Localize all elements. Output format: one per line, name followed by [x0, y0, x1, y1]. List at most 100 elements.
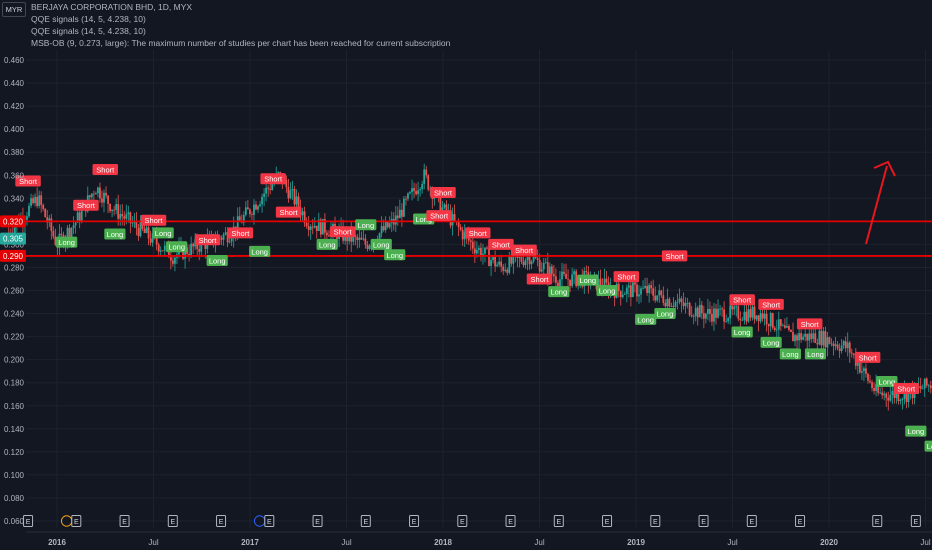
candle-body — [94, 193, 97, 195]
signal-text: Short — [434, 189, 453, 198]
candle-body — [834, 344, 837, 347]
candle-body — [779, 319, 782, 326]
indicator-qqe-2[interactable]: QQE signals (14, 5, 4.238, 10) — [31, 26, 146, 36]
signal-text: Short — [762, 300, 781, 309]
candle-body — [127, 212, 130, 215]
candle-body — [451, 214, 454, 226]
signal-text: Long — [415, 215, 432, 224]
x-tick-label: 2020 — [820, 538, 838, 547]
candle-body — [293, 189, 296, 205]
long-signal-label: Long — [548, 286, 570, 298]
short-signal-label: Short — [893, 382, 919, 394]
y-tick-label: 0.380 — [4, 148, 25, 157]
candle-body — [419, 189, 422, 191]
candle-body — [883, 393, 886, 396]
candle-body — [423, 169, 426, 185]
long-signal-label: Long — [635, 313, 657, 325]
signal-text: Long — [657, 310, 674, 319]
candle-body — [783, 325, 786, 328]
signal-box — [731, 326, 753, 338]
candle-body — [13, 227, 16, 236]
candle-body — [190, 243, 193, 256]
candle-body — [380, 226, 383, 234]
candle-body — [480, 247, 482, 257]
short-signal-label: Short — [329, 226, 356, 238]
candle-body — [115, 204, 118, 210]
earnings-marker: E — [650, 515, 661, 527]
badge-text: 0.290 — [3, 252, 24, 261]
candle-body — [540, 269, 543, 272]
candle-body — [534, 256, 537, 259]
candle-body — [323, 219, 326, 233]
time-axis[interactable]: 2016Jul2017Jul2018Jul2019Jul2020Jul2021J… — [26, 531, 932, 547]
candle-body — [826, 337, 829, 348]
marker-text: E — [267, 519, 272, 526]
earnings-marker: E — [457, 515, 468, 527]
candle-body — [717, 308, 719, 318]
candle-body — [919, 386, 922, 389]
candle-body — [844, 341, 847, 349]
candle-body — [305, 222, 308, 227]
marker-text: E — [653, 519, 658, 526]
candle-body — [666, 298, 669, 307]
candle-body — [927, 385, 930, 387]
signal-text: Short — [733, 296, 752, 305]
candle-body — [632, 282, 634, 298]
marker-text: E — [605, 519, 610, 526]
signal-text: Short — [145, 216, 164, 225]
candle-body — [672, 305, 675, 307]
signal-box — [104, 228, 126, 240]
candle-body — [625, 287, 628, 294]
signal-box — [654, 308, 676, 320]
marker-box — [216, 515, 227, 527]
marker-box — [409, 515, 420, 527]
candle-body — [38, 195, 41, 206]
dividend-marker — [253, 515, 266, 527]
indicator-qqe-1[interactable]: QQE signals (14, 5, 4.238, 10) — [31, 14, 146, 24]
candle-body — [119, 214, 122, 219]
signal-box — [511, 244, 537, 256]
price-axis[interactable]: 0.460 0.440 0.420 0.400 0.380 0.360 0.340 0.320… — [4, 56, 25, 526]
signal-text: Long — [908, 427, 925, 436]
candle-body — [366, 244, 369, 249]
marker-box — [602, 515, 613, 527]
indicator-msb-ob[interactable]: MSB-OB (9, 0.273, large): The maximum nu… — [31, 38, 451, 48]
short-signal-label: Short — [426, 210, 452, 222]
candle-body — [830, 343, 833, 345]
candle-body — [40, 195, 43, 205]
candle-body — [769, 313, 772, 327]
candle-body — [757, 315, 760, 322]
candle-body — [814, 333, 817, 344]
price-badge: 0.305 — [0, 232, 26, 245]
short-signal-label: Short — [260, 173, 286, 185]
marker-box — [795, 515, 806, 527]
resistance-lines — [26, 220, 932, 257]
x-tick-label: 2019 — [627, 538, 645, 547]
candle-body — [486, 247, 488, 249]
marker-text: E — [749, 519, 754, 526]
signal-text: Long — [386, 251, 403, 260]
signal-text: Long — [155, 229, 172, 238]
short-signal-label: Short — [275, 206, 302, 218]
candle-body — [889, 395, 892, 401]
earnings-marker: E — [746, 515, 757, 527]
short-signal-label: Short — [796, 318, 823, 330]
currency-badge[interactable]: MYR — [2, 2, 26, 17]
candle-body — [873, 387, 875, 391]
y-tick-label: 0.240 — [4, 310, 25, 319]
candle-body — [251, 214, 253, 215]
marker-box — [23, 515, 34, 527]
symbol-title[interactable]: BERJAYA CORPORATION BHD, 1D, MYX — [31, 2, 193, 12]
candle-body — [461, 229, 464, 240]
candle-body — [411, 188, 413, 193]
candle-body — [90, 193, 93, 198]
short-signal-label: Short — [73, 199, 99, 211]
signal-text: Long — [734, 328, 751, 337]
candle-body — [362, 238, 365, 240]
long-signal-label: Long — [577, 274, 599, 286]
candle-body — [386, 221, 389, 228]
candle-body — [629, 285, 632, 298]
earnings-marker: E — [698, 515, 709, 527]
marker-box — [910, 515, 921, 527]
